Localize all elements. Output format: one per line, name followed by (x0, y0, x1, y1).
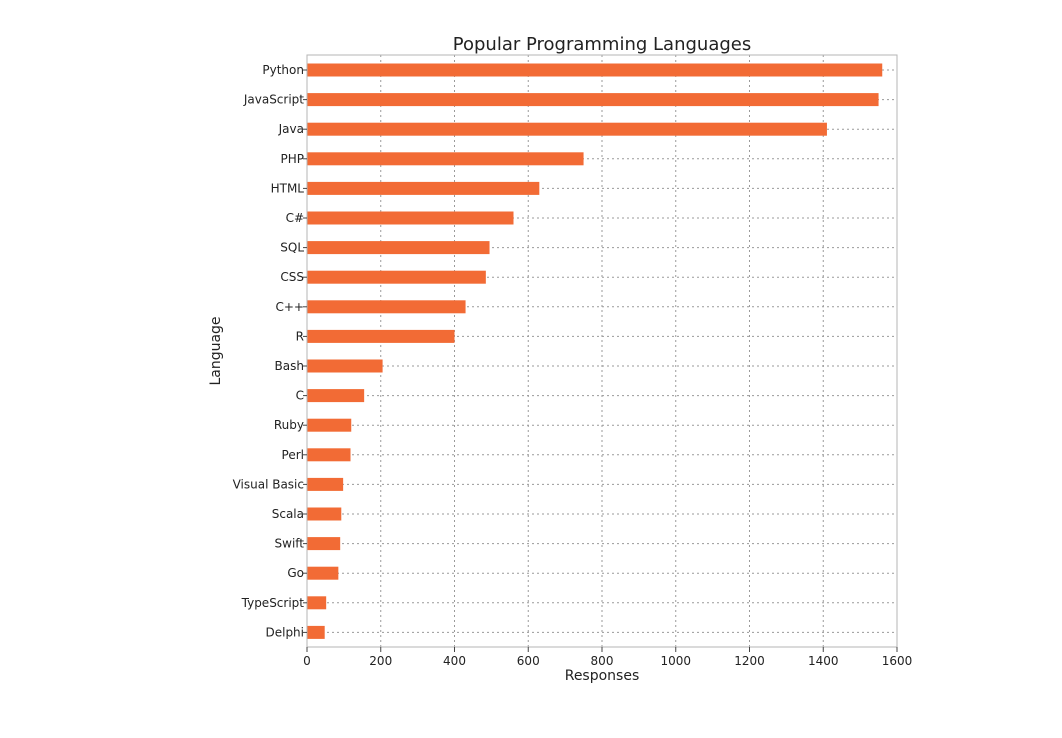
category-label: SQL (280, 241, 304, 255)
x-tick-label: 1600 (882, 654, 913, 668)
bar-bash (307, 359, 383, 373)
x-tick-label: 1400 (808, 654, 839, 668)
bar-perl (307, 448, 351, 462)
category-label: Delphi (265, 625, 304, 639)
chart-title: Popular Programming Languages (453, 34, 751, 55)
category-label: Java (278, 122, 304, 136)
bar-r (307, 329, 455, 343)
category-label: Bash (275, 359, 304, 373)
x-tick-label: 600 (517, 654, 540, 668)
bar-typescript (307, 596, 327, 610)
x-tick-label: 0 (303, 654, 311, 668)
bar-go (307, 566, 339, 580)
category-label: Perl (282, 448, 304, 462)
x-tick-label: 200 (369, 654, 392, 668)
x-tick-label: 400 (443, 654, 466, 668)
bar-c (307, 389, 365, 403)
x-axis-title: Responses (565, 668, 640, 684)
bar-python (307, 63, 883, 77)
grid (306, 55, 898, 647)
category-label: CSS (280, 270, 304, 284)
bar-delphi (307, 625, 325, 639)
bar-scala (307, 507, 342, 521)
x-tick-label: 1200 (734, 654, 765, 668)
y-axis-title: Language (208, 316, 224, 385)
y-axis-ticks: Python JavaScript Java PHP HTML C# SQL CSS C++ R B… (233, 63, 307, 639)
category-label: R (296, 329, 304, 343)
category-label: Python (262, 63, 304, 77)
category-label: C# (286, 211, 304, 225)
bar-swift (307, 537, 341, 551)
bar-java (307, 122, 827, 136)
category-label: C (296, 389, 304, 403)
category-label: Visual Basic (233, 477, 304, 491)
category-label: PHP (281, 152, 305, 166)
bar-c- (307, 300, 466, 314)
category-label: Go (287, 566, 304, 580)
bar-c- (307, 211, 514, 225)
bar-ruby (307, 418, 352, 432)
x-axis-ticks: 0 200 400 600 800 1000 1200 1400 1600 (303, 647, 912, 668)
bar-visual-basic (307, 477, 344, 491)
bar-php (307, 152, 584, 166)
bar-sql (307, 241, 490, 255)
bar-css (307, 270, 486, 284)
x-tick-label: 1000 (660, 654, 691, 668)
category-label: Swift (275, 537, 305, 551)
x-tick-label: 800 (591, 654, 614, 668)
bar-javascript (307, 93, 879, 107)
category-label: C++ (276, 300, 305, 314)
bar-html (307, 181, 540, 195)
bars (307, 63, 883, 639)
category-label: JavaScript (243, 93, 304, 107)
category-label: Ruby (274, 418, 304, 432)
category-label: HTML (271, 181, 305, 195)
category-label: TypeScript (241, 596, 305, 610)
category-label: Scala (272, 507, 304, 521)
